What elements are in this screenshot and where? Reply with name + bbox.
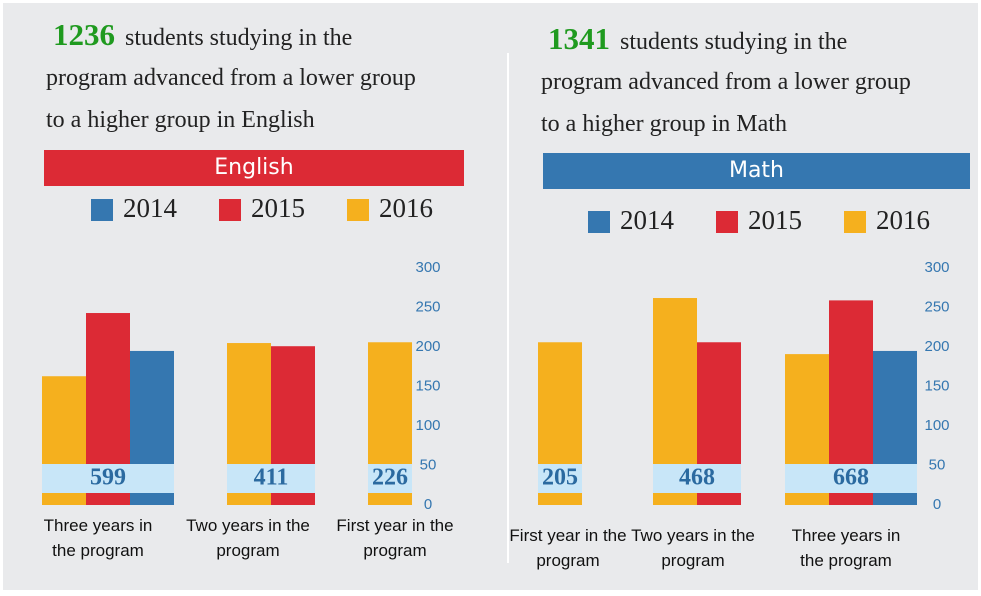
infographic: 0 50 100 150 200 250 300 599 411 226 0 50 100 150 200 2… [3, 3, 978, 590]
total-label: 599 [90, 465, 126, 491]
legend-swatch [588, 211, 610, 233]
legend-label: 2016 [379, 193, 433, 223]
y-tick-label: 0 [424, 496, 432, 513]
y-tick-label: 150 [924, 377, 949, 394]
total-label: 668 [833, 465, 869, 491]
y-tick-label: 250 [924, 298, 949, 315]
total-label: 226 [372, 465, 408, 491]
category-label: First year in the program [509, 526, 627, 570]
headline-number: 1341 [548, 21, 610, 56]
category-label: Two years in the program [631, 526, 755, 570]
category-label: Three years in the program [791, 526, 901, 570]
y-tick-label: 50 [420, 456, 437, 473]
y-tick-label: 100 [924, 417, 949, 434]
headline: 1341 students studying in the [548, 21, 847, 57]
headline-text: to a higher group in English [46, 107, 315, 133]
banner: English [44, 150, 464, 186]
headline-text: to a higher group in Math [541, 111, 787, 137]
total-label: 205 [542, 465, 578, 491]
category-label: Two years in the program [186, 516, 310, 560]
legend-label: 2015 [748, 205, 802, 235]
legend-label: 2015 [251, 193, 305, 223]
legend-swatch [91, 199, 113, 221]
total-box [653, 464, 741, 493]
headline: 1236 students studying in the [53, 17, 352, 53]
legend-swatch [347, 199, 369, 221]
headline-text: program advanced from a lower group [541, 69, 911, 95]
legend-swatch [844, 211, 866, 233]
headline-text: program advanced from a lower group [46, 65, 416, 91]
total-box [785, 464, 917, 493]
category-label: First year in the program [336, 516, 454, 560]
y-tick-label: 150 [415, 377, 440, 394]
headline-text: students studying in the [620, 29, 848, 55]
y-tick-label: 0 [933, 496, 941, 513]
y-tick-label: 200 [924, 338, 949, 355]
legend-label: 2014 [123, 193, 177, 223]
total-box [42, 464, 174, 493]
y-tick-label: 200 [415, 338, 440, 355]
total-box [368, 464, 412, 493]
total-label: 468 [679, 465, 715, 491]
legend-swatch [219, 199, 241, 221]
legend-label: 2016 [876, 205, 930, 235]
y-tick-label: 250 [415, 298, 440, 315]
total-box [538, 464, 582, 493]
y-tick-label: 50 [929, 456, 946, 473]
y-tick-label: 300 [415, 259, 440, 276]
total-box [227, 464, 315, 493]
banner: Math [543, 153, 970, 189]
headline-number: 1236 [53, 17, 115, 52]
headline-text: students studying in the [125, 25, 353, 51]
category-label: Three years in the program [43, 516, 153, 560]
legend-swatch [716, 211, 738, 233]
y-tick-label: 100 [415, 417, 440, 434]
y-tick-label: 300 [924, 259, 949, 276]
charts: 0 50 100 150 200 250 300 599 411 226 0 50 100 150 200 2… [42, 53, 950, 563]
legend-label: 2014 [620, 205, 674, 235]
total-label: 411 [254, 465, 289, 491]
